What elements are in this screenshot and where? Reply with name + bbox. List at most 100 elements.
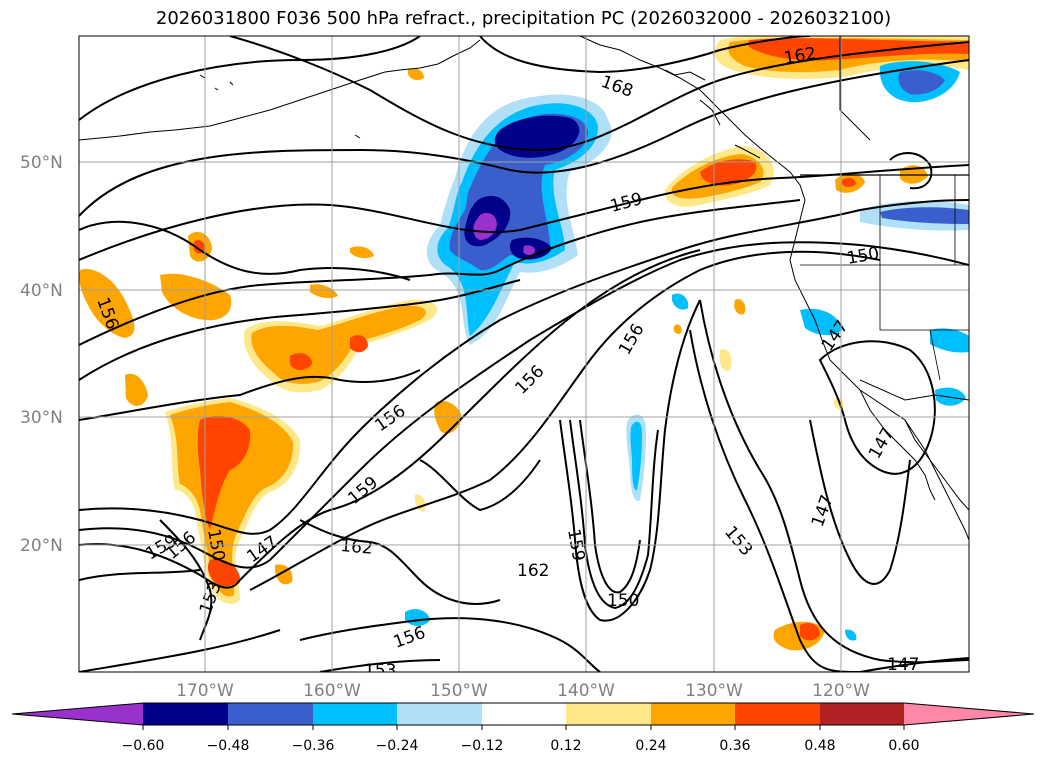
contour-159-west [79, 220, 411, 281]
coastline-layer [79, 36, 969, 541]
precip-neg-sw-patch [930, 328, 969, 353]
contour-156-loop [569, 419, 659, 610]
lon-label-160w: 160°W [303, 681, 361, 701]
precip-neg-small-l [845, 629, 857, 641]
precip-neg-core-north [494, 115, 580, 158]
precip-pos-central-core [350, 335, 368, 353]
contour-162-north [229, 36, 969, 152]
contour-159-loop [559, 299, 701, 622]
precip-neg-alaska-east-core [898, 70, 945, 95]
map-title: 2026031800 F036 500 hPa refract., precip… [155, 8, 892, 29]
contour-156-b [79, 241, 969, 569]
contour-label: 150 [607, 591, 639, 611]
map-frame [78, 35, 970, 673]
colorbar-tick-label: 0.36 [719, 738, 750, 754]
contour-162-center [419, 459, 541, 512]
contour-147-south [809, 419, 911, 585]
contour-153-east [699, 299, 969, 664]
precip-neg-core-purple-east [523, 245, 536, 255]
baja-coast [859, 389, 936, 501]
lon-label-140w: 140°W [557, 681, 615, 701]
longitude-labels: 170°W 160°W 150°W 140°W 130°W 120°W [176, 681, 870, 701]
precip-pos-patch-b [125, 373, 148, 406]
precip-pos-dateline-north [79, 269, 135, 338]
contour-150-south [249, 250, 881, 591]
precip-pos-small-m [310, 284, 338, 299]
colorbar-tick-label: 0.12 [550, 738, 581, 754]
ak-bc-border [839, 36, 871, 141]
precip-neg-patch-d [672, 293, 689, 310]
contour-153-bottom [319, 659, 441, 672]
colorbar-tick-label: 0.60 [888, 738, 919, 754]
contour-top-left [79, 36, 421, 121]
contour-153-sw [79, 249, 701, 589]
contour-168 [479, 36, 811, 74]
precip-pos-alaska-inner [747, 38, 969, 61]
contour-label: 162 [340, 536, 374, 559]
lat-label-20n: 20°N [20, 536, 63, 556]
precip-pos-small-e [719, 349, 732, 372]
panhandle-islands [664, 69, 761, 159]
colorbar-ticks [142, 725, 905, 730]
colorbar-tick-label: −0.36 [292, 738, 335, 754]
latitude-labels: 50°N 40°N 30°N 20°N [20, 153, 63, 556]
aleutian-coast [79, 39, 481, 141]
contour-165 [79, 59, 969, 217]
precip-pos-patch-a-core [194, 240, 205, 254]
contour-layer [79, 36, 969, 672]
contour-150-east [689, 329, 861, 672]
contour-147-loop [818, 340, 936, 475]
contour-south-mid [299, 617, 601, 672]
contour-south-far [79, 629, 281, 672]
colorbar-cell [482, 703, 566, 725]
colorbar-extend-high [904, 703, 1034, 725]
lat-label-50n: 50°N [20, 153, 63, 173]
colorbar-cell [397, 703, 482, 725]
colorbar-tick-label: −0.24 [376, 738, 419, 754]
contour-label: 162 [517, 561, 549, 581]
colorbar-cell [313, 703, 397, 725]
lon-label-120w: 120°W [812, 681, 870, 701]
precip-neg-streak-inner [630, 421, 642, 491]
precip-pos-pnw-core [842, 177, 856, 187]
contour-labels: 168 162 159 150 156 156 156 156 147 147 … [92, 44, 919, 681]
contour-label: 153 [364, 661, 396, 681]
contour-dateline [79, 369, 421, 421]
colorbar: −0.60 −0.48 −0.36 −0.24 −0.12 0.12 0.24 … [11, 702, 1035, 754]
colorbar-tick-label: 0.48 [804, 738, 835, 754]
colorbar-tick-label: −0.12 [461, 738, 504, 754]
lat-label-40n: 40°N [20, 281, 63, 301]
precip-pos-small-n [350, 246, 374, 259]
precip-neg-socal-patch [800, 308, 842, 336]
colorbar-tick-label: 0.24 [635, 738, 666, 754]
contour-label: 147 [887, 655, 919, 675]
gulf-of-california [904, 419, 969, 511]
precip-pos-small-o [408, 68, 424, 81]
precip-pos-small-f [734, 299, 746, 315]
colorbar-cell [566, 703, 651, 725]
colorbar-extend-low [12, 703, 143, 725]
contour-147-idaho [889, 152, 933, 190]
precip-pos-small-h [673, 324, 682, 334]
precip-pos-central-core2 [290, 353, 312, 370]
lon-label-170w: 170°W [176, 681, 234, 701]
precip-pos-sw-inner [197, 415, 251, 530]
colorbar-cell [143, 703, 228, 725]
lon-label-150w: 150°W [430, 681, 488, 701]
lat-label-30n: 30°N [20, 408, 63, 428]
contour-150-sw [159, 519, 213, 641]
us-mexico-border [859, 379, 969, 401]
colorbar-cell [228, 703, 313, 725]
contour-lower-band [79, 279, 521, 381]
contour-upper-mid [79, 199, 801, 346]
contour-147-bottom [859, 657, 969, 672]
precip-pos-bottom-core [800, 623, 820, 641]
colorbar-tick-label: −0.48 [207, 738, 250, 754]
contour-156-a [79, 199, 969, 535]
state-borders [800, 175, 969, 381]
colorbar-cell [735, 703, 820, 725]
colorbar-tick-label: −0.60 [122, 738, 165, 754]
contour-south-west [79, 569, 201, 581]
contour-159-north [79, 164, 969, 261]
